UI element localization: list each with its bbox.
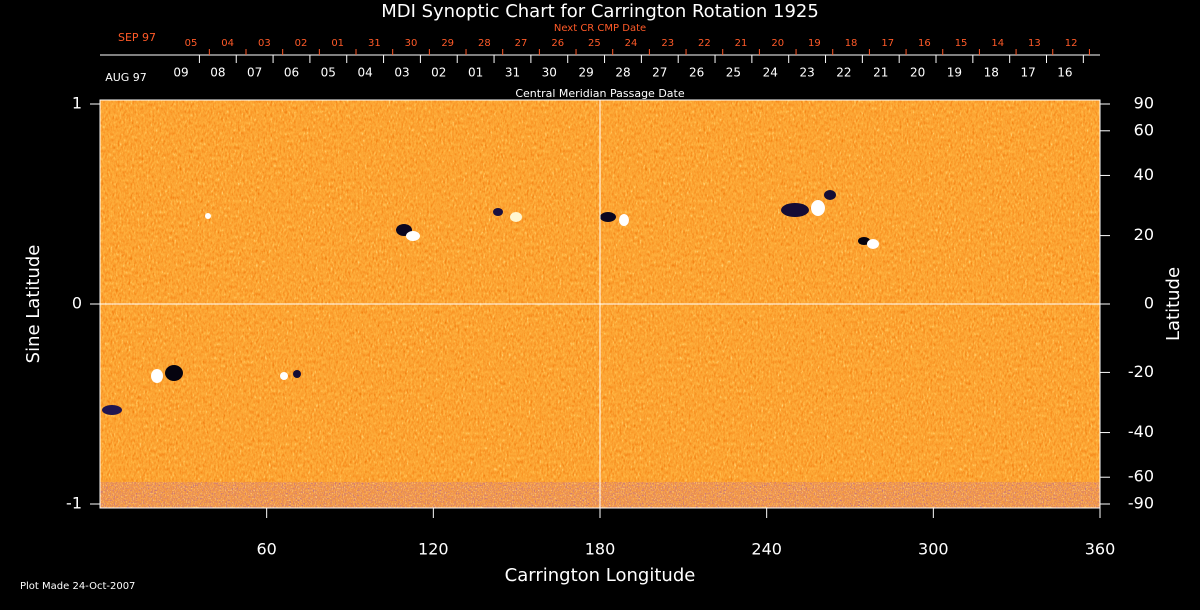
y2-tick-label: 0: [1144, 294, 1154, 313]
y2-tick-label: -90: [1128, 494, 1154, 513]
date-label: 28: [478, 38, 491, 49]
date-label: 03: [394, 66, 409, 80]
date-label: 29: [441, 38, 454, 49]
date-label: 27: [515, 38, 528, 49]
date-label: 19: [808, 38, 821, 49]
date-label: 19: [947, 66, 962, 80]
region-negative: [293, 370, 301, 378]
region-positive: [867, 239, 879, 249]
region-negative: [858, 237, 870, 245]
date-label: 29: [578, 66, 593, 80]
date-label: 31: [368, 38, 381, 49]
date-label: 18: [845, 38, 858, 49]
date-label: 20: [771, 38, 784, 49]
date-label: 04: [358, 66, 373, 80]
date-label: 14: [991, 38, 1004, 49]
date-label: 01: [331, 38, 344, 49]
month-label: SEP 97: [118, 31, 156, 44]
x-tick-label: 300: [918, 540, 949, 559]
date-label: 07: [247, 66, 262, 80]
x-tick-label: 120: [418, 540, 449, 559]
date-label: 17: [1020, 66, 1035, 80]
active-regions: [102, 190, 879, 415]
date-label: 25: [726, 66, 741, 80]
region-negative: [600, 212, 616, 222]
region-negative: [102, 405, 122, 415]
date-label: 27: [652, 66, 667, 80]
date-label: 26: [689, 66, 704, 80]
date-label: 30: [405, 38, 418, 49]
date-label: 24: [625, 38, 638, 49]
next-cr-axis-title: Next CR CMP Date: [554, 23, 646, 34]
y2-tick-label: 40: [1134, 165, 1154, 184]
date-label: 02: [431, 66, 446, 80]
x-tick-label: 180: [585, 540, 616, 559]
y2-tick-label: 60: [1134, 120, 1154, 139]
date-label: 22: [698, 38, 711, 49]
footnote: Plot Made 24-Oct-2007: [20, 581, 135, 592]
date-label: 13: [1028, 38, 1041, 49]
region-negative: [493, 208, 503, 216]
cmp-axis-title: Central Meridian Passage Date: [515, 87, 684, 100]
date-label: 16: [918, 38, 931, 49]
x-tick-label: 360: [1085, 540, 1116, 559]
date-label: 26: [551, 38, 564, 49]
date-label: 04: [221, 38, 234, 49]
y-axis-title: Sine Latitude: [23, 245, 44, 364]
y-tick-label: 1: [72, 94, 82, 113]
y2-tick-label: 90: [1134, 94, 1154, 113]
y2-tick-label: 20: [1134, 225, 1154, 244]
date-label: 25: [588, 38, 601, 49]
date-label: 03: [258, 38, 271, 49]
date-label: 30: [542, 66, 557, 80]
region-positive: [280, 372, 288, 380]
region-positive: [619, 214, 629, 226]
x-axis-title: Carrington Longitude: [505, 565, 696, 586]
chart-title: MDI Synoptic Chart for Carrington Rotati…: [381, 1, 819, 22]
date-label: 22: [836, 66, 851, 80]
x-tick-label: 240: [751, 540, 782, 559]
y2-tick-label: -20: [1128, 362, 1154, 381]
date-label: 31: [505, 66, 520, 80]
y-tick-label: -1: [66, 494, 82, 513]
month-label: AUG 97: [105, 71, 147, 84]
date-label: 23: [661, 38, 674, 49]
region-positive: [205, 213, 211, 219]
y2-tick-label: -40: [1128, 422, 1154, 441]
region-negative: [824, 190, 836, 200]
date-label: 17: [881, 38, 894, 49]
date-label: 23: [799, 66, 814, 80]
y2-tick-label: -60: [1128, 467, 1154, 486]
y2-axis-title: Latitude: [1163, 267, 1184, 341]
region-positive: [510, 212, 522, 222]
region-positive: [151, 369, 163, 383]
date-label: 05: [185, 38, 198, 49]
date-label: 06: [284, 66, 299, 80]
date-label: 12: [1065, 38, 1078, 49]
date-label: 20: [910, 66, 925, 80]
date-label: 16: [1057, 66, 1072, 80]
date-label: 01: [468, 66, 483, 80]
date-label: 28: [615, 66, 630, 80]
y-tick-label: 0: [72, 294, 82, 313]
date-label: 02: [295, 38, 308, 49]
region-negative: [165, 365, 183, 381]
date-label: 21: [735, 38, 748, 49]
date-label: 24: [763, 66, 778, 80]
date-label: 08: [210, 66, 225, 80]
date-label: 09: [173, 66, 188, 80]
date-label: 05: [321, 66, 336, 80]
x-tick-label: 60: [256, 540, 276, 559]
region-positive: [406, 231, 420, 241]
region-negative: [781, 203, 809, 217]
date-label: 21: [873, 66, 888, 80]
region-positive: [811, 200, 825, 216]
date-label: 15: [955, 38, 968, 49]
date-label: 18: [984, 66, 999, 80]
